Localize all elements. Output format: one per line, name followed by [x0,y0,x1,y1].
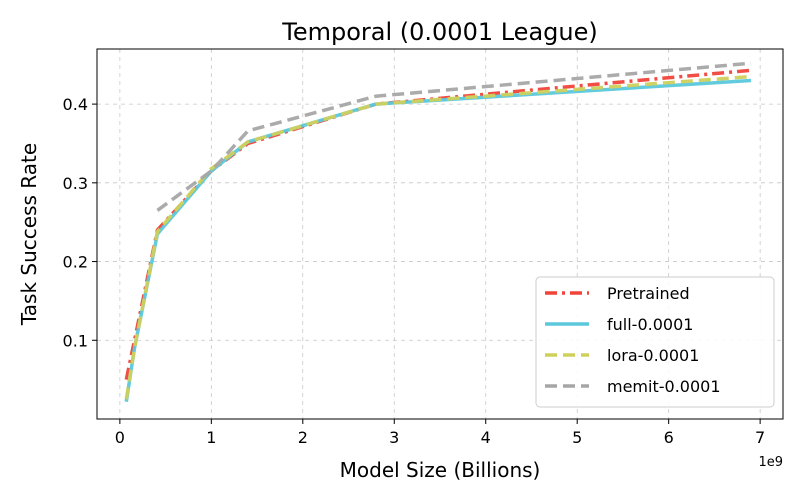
x-tick-label: 7 [755,428,765,447]
y-tick-label: 0.3 [63,174,88,193]
x-axis-label: Model Size (Billions) [340,458,541,482]
legend: Pretrained full-0.0001 lora-0.0001 memit-0.… [535,276,775,408]
legend-box [535,276,775,408]
series-line-lora-0-0001 [124,74,752,400]
legend-label: memit-0.0001 [607,377,721,396]
ticks: 0 1 2 3 4 5 6 7 0.1 0.2 0.3 0.4 [63,95,766,447]
y-axis-label: Task Success Rate [17,143,41,326]
y-tick-label: 0.2 [63,253,88,272]
legend-label: full-0.0001 [607,315,693,334]
x-tick-label: 2 [298,428,308,447]
y-tick-label: 0.4 [63,95,88,114]
x-tick-label: 3 [389,428,399,447]
chart-title: Temporal (0.0001 League) [281,18,597,46]
x-tick-label: 4 [481,428,491,447]
y-tick-label: 0.1 [63,331,88,350]
series-line-memit-0-0001 [156,61,752,212]
plot-frame [96,48,784,420]
legend-label: lora-0.0001 [607,346,699,365]
x-tick-label: 0 [115,428,125,447]
x-tick-label: 5 [572,428,582,447]
x-offset-label: 1e9 [758,455,783,470]
x-tick-label: 1 [206,428,216,447]
legend-label: Pretrained [607,284,690,303]
x-tick-label: 6 [664,428,674,447]
data-lines [124,61,752,402]
